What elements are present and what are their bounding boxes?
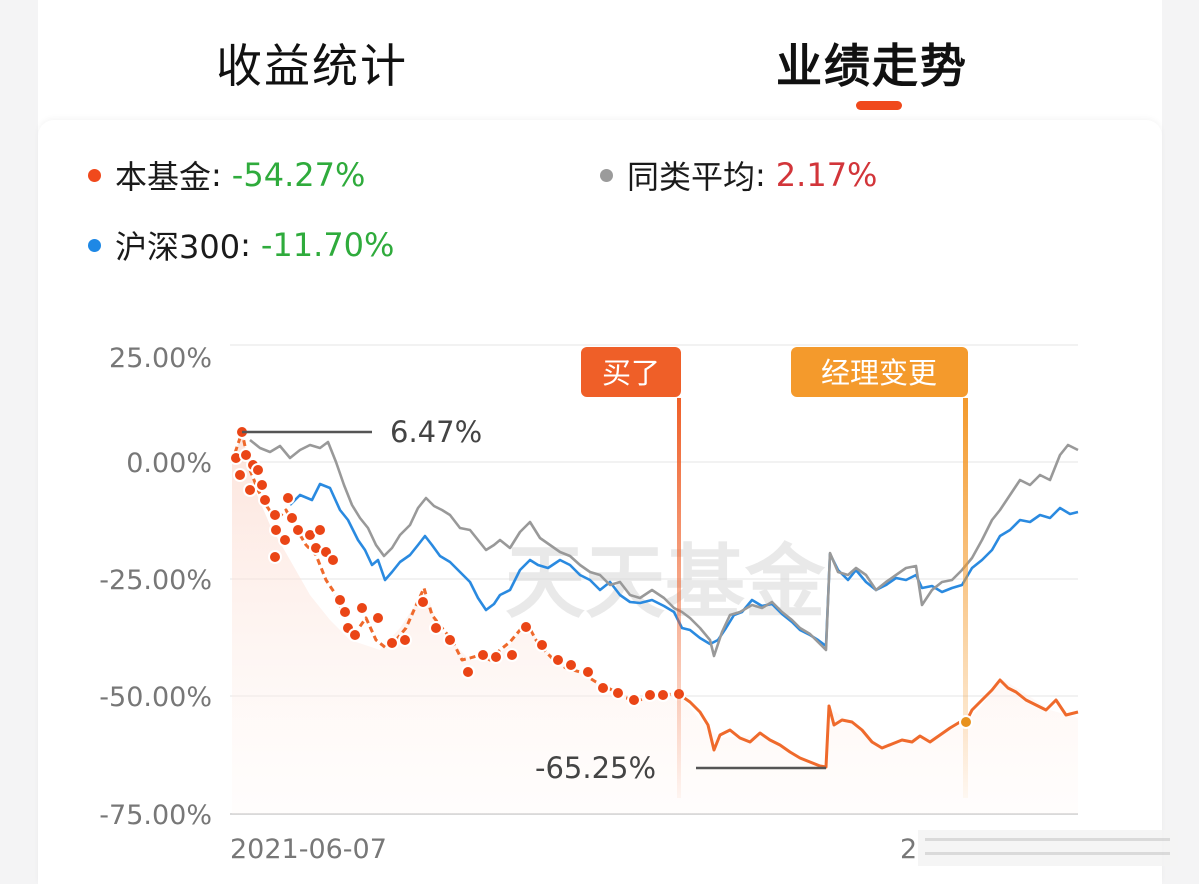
y-tick-label: 25.00% xyxy=(109,343,212,374)
legend-label: 本基金 xyxy=(115,158,212,196)
event-marker-buy[interactable]: 买了 xyxy=(581,347,681,798)
legend-category-average[interactable]: 同类平均: 2.17% xyxy=(600,152,877,198)
buy-marker-flag xyxy=(581,347,681,397)
manager-change-marker-line xyxy=(963,398,968,798)
y-axis: 25.00% 0.00% -25.00% -50.00% -75.00% xyxy=(99,343,212,831)
tab-bar: 收益统计 业绩走势 xyxy=(38,0,1162,118)
manager-change-marker-label: 经理变更 xyxy=(821,356,937,390)
legend-dot-icon xyxy=(88,168,101,182)
legend-csi300[interactable]: 沪深300: -11.70% xyxy=(88,222,394,268)
legend-colon: : xyxy=(211,156,222,194)
active-tab-indicator xyxy=(856,101,902,110)
buy-marker-label: 买了 xyxy=(602,356,660,390)
legend-label: 沪深300 xyxy=(115,228,241,266)
y-tick-label: -25.00% xyxy=(99,565,212,596)
y-tick-label: -75.00% xyxy=(99,800,212,831)
legend-value: -54.27% xyxy=(231,156,366,194)
manager-change-point xyxy=(959,715,973,729)
max-annotation: 6.47% xyxy=(242,415,482,449)
legend-fund[interactable]: 本基金: -54.27% xyxy=(88,152,365,198)
series-fund-line xyxy=(679,678,1079,769)
buy-marker-line xyxy=(677,398,681,798)
y-tick-label: -50.00% xyxy=(99,682,212,713)
y-tick-label: 0.00% xyxy=(126,448,212,479)
min-annotation: -65.25% xyxy=(535,751,826,785)
x-end-label-obscured xyxy=(918,830,1178,866)
legend-dot-icon xyxy=(600,168,613,182)
legend-value: 2.17% xyxy=(775,156,878,194)
min-value-label: -65.25% xyxy=(535,751,656,785)
x-start-label: 2021-06-07 xyxy=(230,834,387,865)
fund-area-fill xyxy=(232,432,1078,814)
watermark: 天天基金 xyxy=(505,536,826,629)
legend-value: -11.70% xyxy=(260,226,395,264)
series-category-avg-line xyxy=(249,438,1079,658)
fund-holding-dots xyxy=(229,425,686,707)
series-csi300-line xyxy=(289,482,1079,648)
x-axis: 2021-06-07 2 xyxy=(230,834,917,865)
legend-dot-icon xyxy=(88,238,101,252)
legend-label: 同类平均 xyxy=(627,158,756,196)
x-end-label: 2 xyxy=(900,834,917,865)
legend-colon: : xyxy=(240,226,251,264)
max-value-label: 6.47% xyxy=(390,415,482,449)
tab-return-stats[interactable]: 收益统计 xyxy=(216,39,408,93)
legend-colon: : xyxy=(755,156,766,194)
event-marker-manager-change[interactable]: 经理变更 xyxy=(791,347,973,798)
tab-performance-trend[interactable]: 业绩走势 xyxy=(776,39,968,93)
manager-change-marker-flag xyxy=(791,347,968,397)
